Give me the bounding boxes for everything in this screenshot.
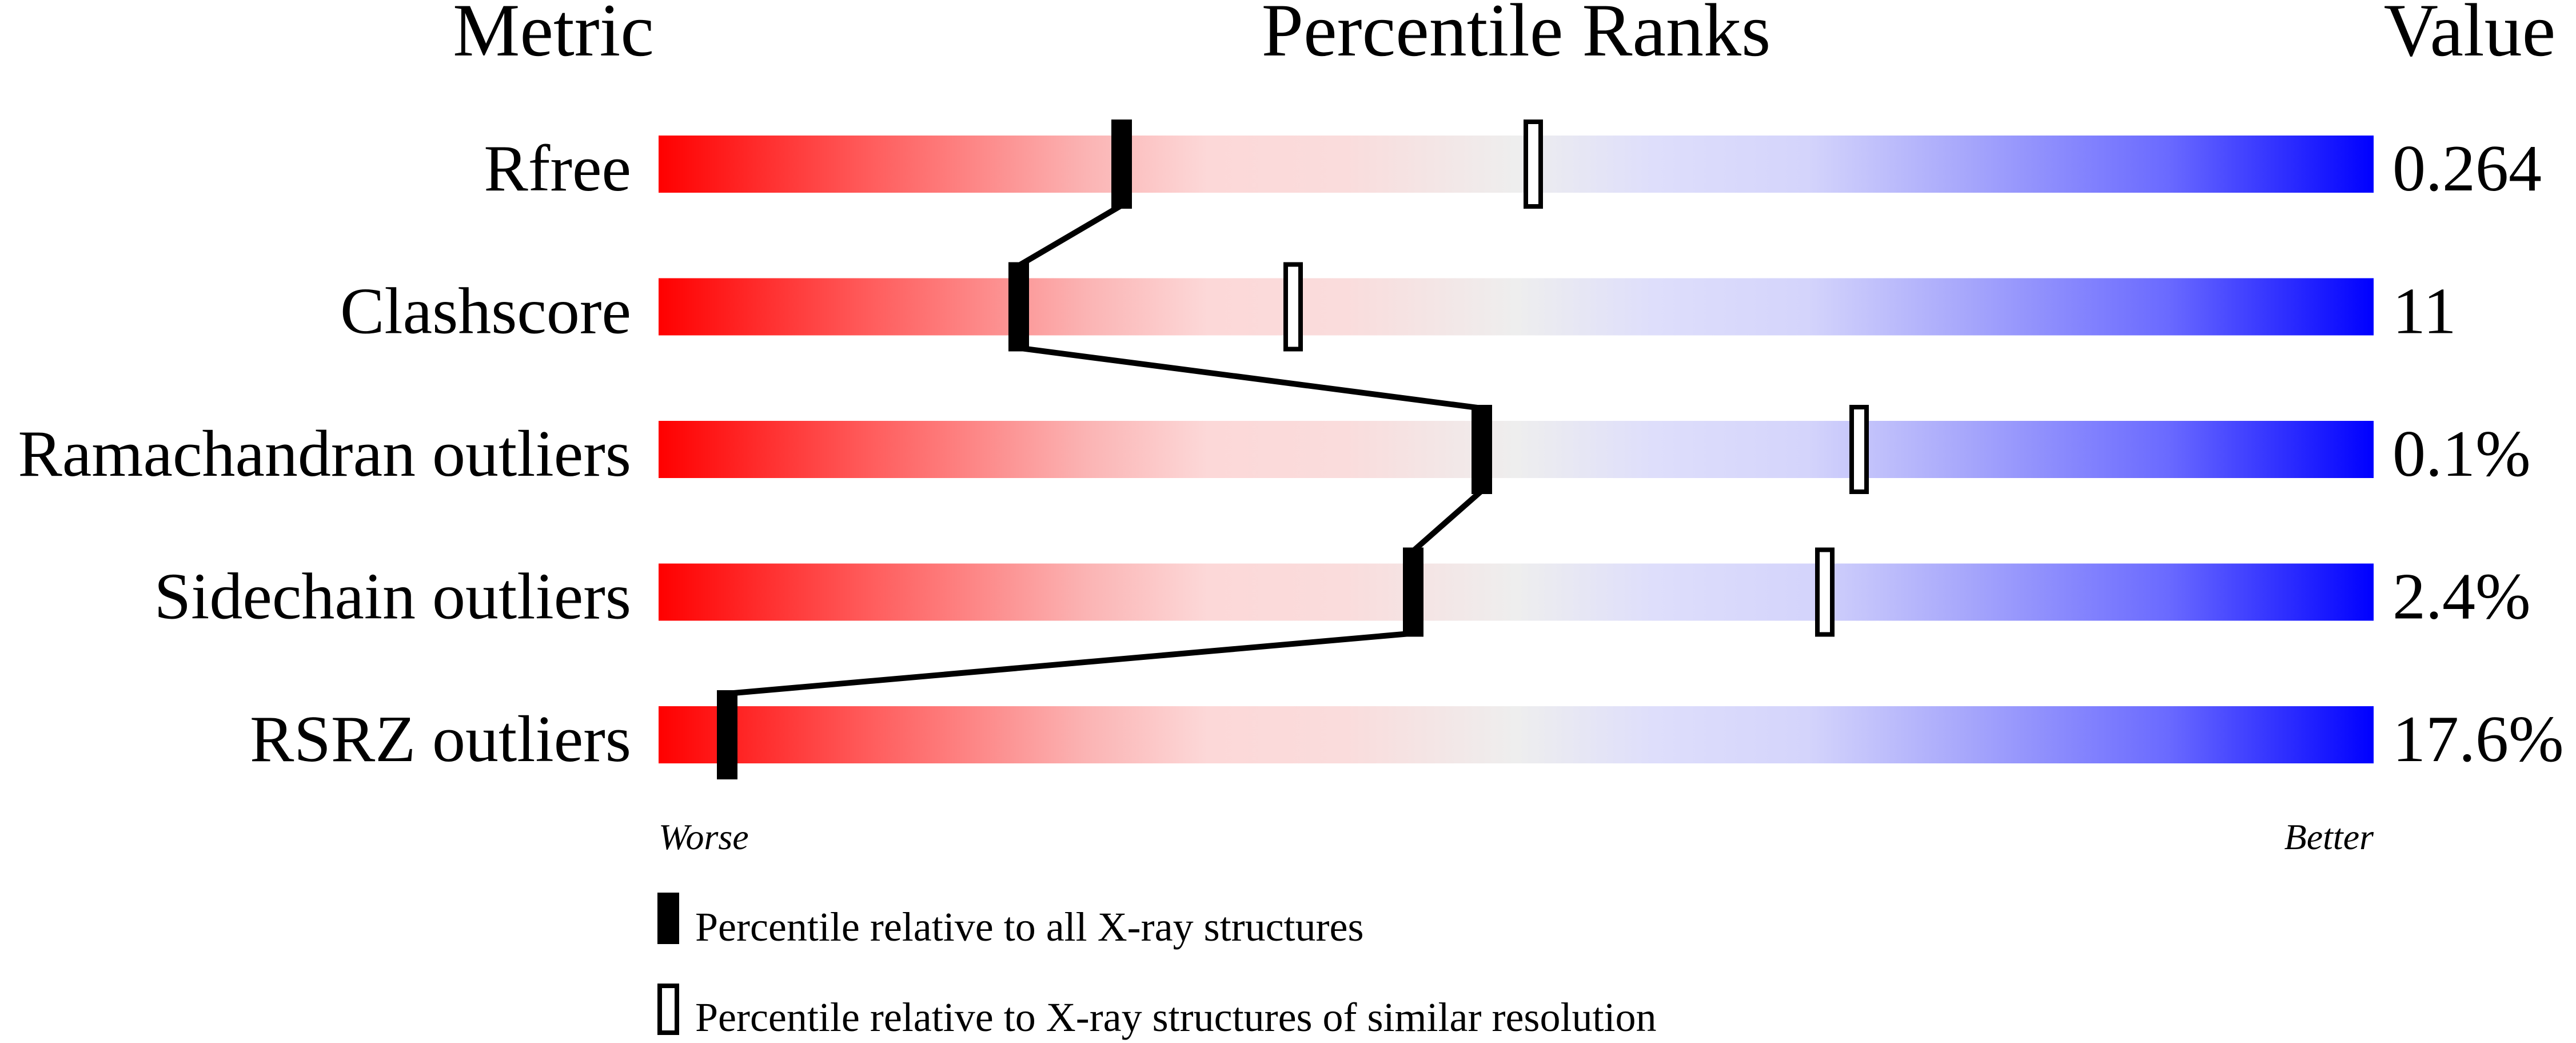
legend-all-label: Percentile relative to all X-ray structu… [695,904,1364,950]
header-value: Value [2384,0,2556,72]
metric-value: 2.4% [2392,560,2531,634]
connector-line [1411,488,1484,554]
better-label: Better [2284,817,2374,857]
marker-all-structures [717,690,737,779]
metric-label: RSRZ outliers [250,703,631,776]
marker-all-structures [1008,262,1029,352]
percentile-bar [659,706,2374,763]
metric-label: Rfree [484,132,631,205]
legend-similar-label: Percentile relative to X-ray structures … [695,994,1656,1040]
metric-label: Sidechain outliers [154,560,631,634]
marker-all-structures [1403,547,1423,637]
metric-value: 17.6% [2392,703,2564,776]
metric-value: 11 [2392,275,2457,348]
worse-label: Worse [659,817,749,857]
marker-all-structures [1472,405,1492,494]
connector-line [1017,202,1123,268]
connector-line [1018,345,1482,411]
percentile-bar [659,278,2374,336]
marker-similar-resolution [1283,262,1303,352]
metric-value: 0.1% [2392,417,2531,491]
header-metric: Metric [453,0,654,72]
percentile-bar [659,421,2374,478]
connector-line [727,630,1414,696]
percentile-bar [659,136,2374,193]
header-percentile-ranks: Percentile Ranks [1262,0,1771,72]
marker-similar-resolution [1849,405,1869,494]
marker-all-structures [1111,120,1132,209]
metric-label: Clashscore [340,275,631,348]
legend-open-marker-icon [657,984,679,1035]
legend-filled-marker-icon [657,893,679,944]
metric-label: Ramachandran outliers [18,417,631,491]
marker-similar-resolution [1815,547,1835,637]
metric-value: 0.264 [2392,132,2542,205]
marker-similar-resolution [1524,120,1543,209]
percentile-bar [659,563,2374,621]
